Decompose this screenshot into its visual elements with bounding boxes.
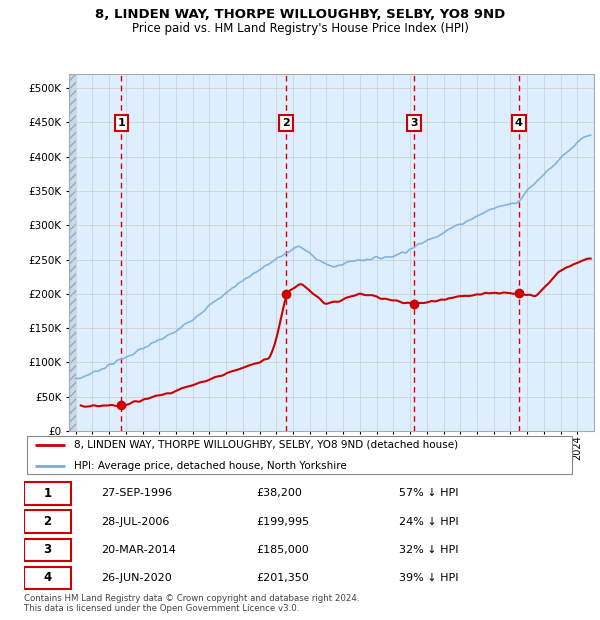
Text: £199,995: £199,995 [256, 516, 309, 526]
Text: 27-SEP-1996: 27-SEP-1996 [101, 489, 172, 498]
FancyBboxPatch shape [24, 482, 71, 505]
Text: 39% ↓ HPI: 39% ↓ HPI [400, 573, 459, 583]
Text: HPI: Average price, detached house, North Yorkshire: HPI: Average price, detached house, Nort… [74, 461, 346, 471]
FancyBboxPatch shape [24, 567, 71, 589]
Text: £201,350: £201,350 [256, 573, 308, 583]
Text: £38,200: £38,200 [256, 489, 302, 498]
Text: 2: 2 [43, 515, 52, 528]
Text: 1: 1 [43, 487, 52, 500]
Text: 2: 2 [282, 118, 290, 128]
Text: 3: 3 [410, 118, 418, 128]
Text: Price paid vs. HM Land Registry's House Price Index (HPI): Price paid vs. HM Land Registry's House … [131, 22, 469, 35]
FancyBboxPatch shape [24, 510, 71, 533]
Text: £185,000: £185,000 [256, 545, 308, 555]
Text: 8, LINDEN WAY, THORPE WILLOUGHBY, SELBY, YO8 9ND (detached house): 8, LINDEN WAY, THORPE WILLOUGHBY, SELBY,… [74, 440, 458, 450]
Text: 4: 4 [43, 572, 52, 585]
Text: Contains HM Land Registry data © Crown copyright and database right 2024.
This d: Contains HM Land Registry data © Crown c… [24, 594, 359, 613]
Text: 26-JUN-2020: 26-JUN-2020 [101, 573, 172, 583]
Text: 57% ↓ HPI: 57% ↓ HPI [400, 489, 459, 498]
Text: 4: 4 [515, 118, 523, 128]
Text: 32% ↓ HPI: 32% ↓ HPI [400, 545, 459, 555]
FancyBboxPatch shape [27, 436, 572, 474]
FancyBboxPatch shape [24, 539, 71, 561]
Text: 8, LINDEN WAY, THORPE WILLOUGHBY, SELBY, YO8 9ND: 8, LINDEN WAY, THORPE WILLOUGHBY, SELBY,… [95, 8, 505, 21]
Text: 24% ↓ HPI: 24% ↓ HPI [400, 516, 459, 526]
Text: 1: 1 [118, 118, 125, 128]
Text: 28-JUL-2006: 28-JUL-2006 [101, 516, 170, 526]
Text: 3: 3 [43, 543, 52, 556]
Text: 20-MAR-2014: 20-MAR-2014 [101, 545, 176, 555]
